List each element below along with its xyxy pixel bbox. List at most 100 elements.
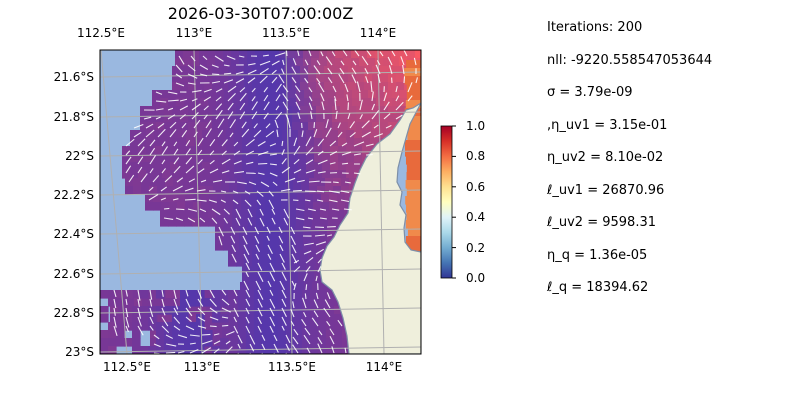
vector-arrow <box>149 307 154 317</box>
vector-arrow <box>233 171 245 174</box>
field-cell <box>277 178 286 187</box>
vector-arrow <box>176 177 184 183</box>
field-cell <box>162 162 171 171</box>
field-cell <box>298 162 307 171</box>
vector-arrow <box>341 151 352 156</box>
vector-arrow <box>359 114 363 120</box>
vector-arrow <box>173 307 179 316</box>
field-cell <box>122 162 131 171</box>
vector-arrow <box>295 208 305 212</box>
field-cell <box>263 234 272 243</box>
field-cell <box>404 76 421 85</box>
vector-arrow <box>316 60 321 66</box>
field-cell <box>228 122 237 131</box>
field-cell <box>286 298 295 307</box>
field-cell <box>184 210 193 219</box>
vector-arrow <box>199 73 208 77</box>
field-cell <box>252 258 261 267</box>
vector-arrow <box>225 340 231 345</box>
field-cell <box>180 306 189 315</box>
field-cell <box>185 194 194 203</box>
vector-arrow <box>279 253 285 263</box>
field-cell <box>188 74 197 83</box>
field-cell <box>260 66 269 75</box>
field-cell <box>308 66 317 75</box>
vector-arrow <box>257 172 265 175</box>
field-cell <box>258 274 267 283</box>
vector-arrow <box>331 346 335 354</box>
field-cell <box>364 66 373 75</box>
vector-arrow <box>245 262 250 271</box>
vector-arrow <box>187 217 196 223</box>
field-cell <box>313 194 322 203</box>
field-cell <box>328 218 337 227</box>
field-cell <box>266 154 275 163</box>
vector-arrow <box>371 110 380 120</box>
field-cell <box>212 314 221 323</box>
field-cell <box>294 322 303 331</box>
vector-arrow <box>340 199 350 203</box>
field-cell <box>186 162 195 171</box>
field-cell <box>212 290 221 299</box>
field-cell <box>290 154 299 163</box>
field-cell <box>124 290 133 299</box>
field-cell <box>242 266 251 275</box>
field-cell <box>296 98 305 107</box>
vector-arrow <box>173 157 180 165</box>
field-cell <box>319 242 328 251</box>
field-cell <box>229 186 238 195</box>
stat-eta-uv2: η_uv2 = 8.10e-02 <box>547 150 664 165</box>
field-cell <box>208 98 217 107</box>
field-cell <box>392 98 401 107</box>
field-cell <box>201 194 210 203</box>
field-cell <box>210 162 219 171</box>
field-cell <box>152 98 161 107</box>
vector-arrow <box>148 186 154 192</box>
field-cell <box>188 122 197 131</box>
vector-arrow <box>125 325 129 333</box>
field-cell <box>406 84 421 93</box>
vector-arrow <box>317 343 323 354</box>
vector-arrow <box>221 289 227 296</box>
vector-arrow <box>220 190 227 193</box>
field-cell <box>240 282 249 291</box>
field-cell <box>125 178 134 187</box>
field-cell <box>239 50 248 59</box>
vector-arrow <box>187 73 198 79</box>
vector-arrow <box>317 138 325 147</box>
field-cell <box>319 58 328 67</box>
field-cell <box>240 210 249 219</box>
field-cell <box>200 210 209 219</box>
field-cell <box>180 314 189 323</box>
field-cell <box>180 122 189 131</box>
vector-arrow <box>189 334 200 337</box>
vector-arrow <box>324 299 331 309</box>
field-cell <box>252 82 261 91</box>
vector-arrow <box>262 54 269 57</box>
field-cell <box>319 234 328 243</box>
field-cell <box>428 82 437 91</box>
field-cell <box>178 138 187 147</box>
field-cell <box>375 58 384 67</box>
field-cell <box>272 282 281 291</box>
field-cell <box>207 50 216 59</box>
field-cell <box>296 210 305 219</box>
field-cell <box>223 58 232 67</box>
field-cell <box>218 170 227 179</box>
field-cell <box>214 322 223 331</box>
field-cell <box>348 122 357 131</box>
field-cell <box>172 338 181 347</box>
field-cell <box>148 346 157 354</box>
field-cell <box>213 186 222 195</box>
field-cell <box>334 330 343 339</box>
vector-arrow <box>203 105 209 111</box>
field-cell <box>236 66 245 75</box>
vector-arrow <box>197 325 207 329</box>
field-cell <box>184 218 193 227</box>
graticule-line <box>100 111 421 118</box>
field-cell <box>239 242 248 251</box>
vector-arrow <box>199 217 206 223</box>
field-cell <box>300 106 309 115</box>
field-cell <box>178 170 187 179</box>
field-cell <box>254 338 263 347</box>
